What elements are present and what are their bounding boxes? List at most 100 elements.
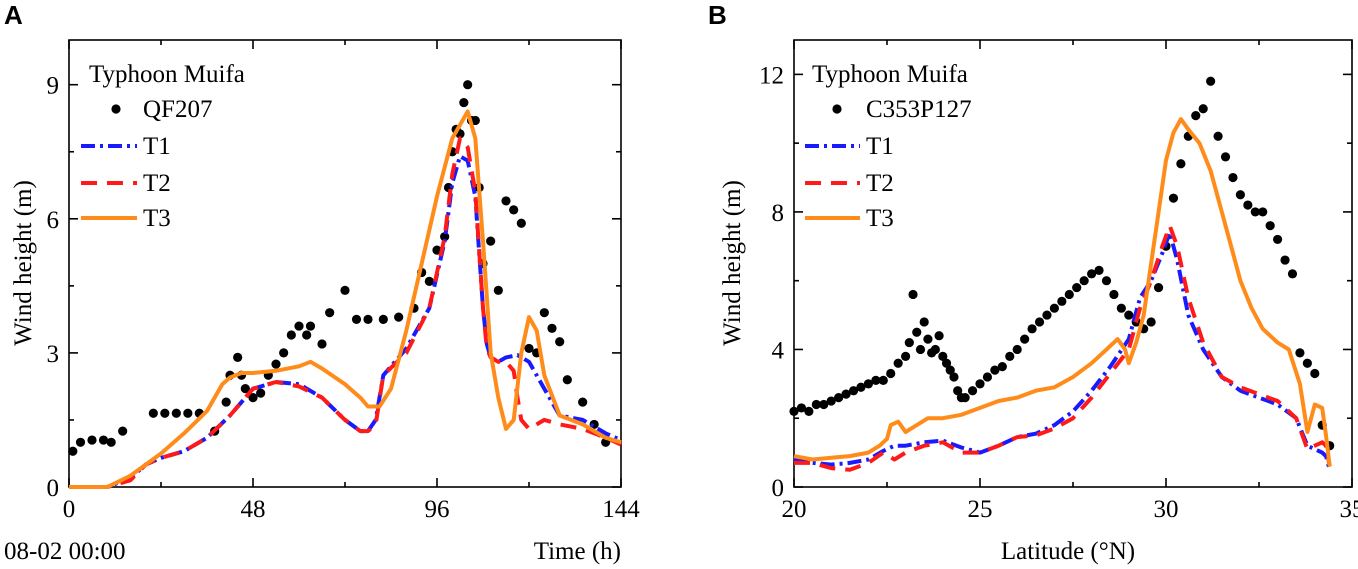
- observation-point: [302, 330, 312, 340]
- panel-a-x-origin-label: 08-02 00:00: [4, 538, 126, 565]
- y-tick-label: 3: [47, 341, 60, 368]
- x-tick-label: 96: [425, 496, 450, 523]
- observation-point: [1280, 255, 1290, 265]
- x-tick-label: 48: [241, 496, 266, 523]
- observation-point: [1295, 348, 1305, 358]
- observation-point: [1310, 368, 1320, 379]
- observation-point: [1027, 324, 1037, 334]
- observation-point: [915, 344, 926, 355]
- observation-point: [539, 308, 549, 318]
- observation-point: [863, 379, 874, 389]
- panel-a: A 0 48 96 144 0 3 6 9 Time (h) 08-02 00:00 Wind…: [4, 0, 640, 565]
- panel-a-legend-title: Typhoon Muifa: [89, 61, 245, 88]
- y-tick-label: 6: [47, 207, 60, 234]
- observation-point: [1265, 221, 1275, 231]
- observation-point: [562, 375, 572, 385]
- observation-point: [1057, 296, 1067, 306]
- observation-point: [459, 97, 469, 108]
- panel-a-y-axis-label: Wind height (m): [10, 180, 37, 346]
- y-tick-label: 4: [772, 337, 785, 364]
- observation-point: [841, 389, 851, 399]
- observation-point: [982, 372, 993, 382]
- panel-a-legend-obs-label: QF207: [143, 96, 212, 123]
- observation-point: [486, 236, 496, 246]
- panel-b: B 20 25 30 35 0 4 8 12 Latitude (°N) Wind heigh…: [708, 0, 1358, 565]
- observation-point: [578, 397, 588, 407]
- observation-point: [1153, 282, 1164, 293]
- observation-point: [233, 352, 243, 362]
- series-line-t2: [794, 223, 1332, 472]
- observation-point: [789, 406, 799, 416]
- panel-a-tick-labels: 0 48 96 144 0 3 6 9: [47, 73, 641, 523]
- observation-point: [1258, 207, 1268, 217]
- observation-point: [1206, 76, 1216, 86]
- observation-point: [819, 399, 829, 410]
- observation-point: [826, 396, 836, 406]
- panel-b-y-axis-label: Wind height (m): [719, 180, 746, 346]
- panel-a-ticks: [68, 40, 622, 488]
- observation-point: [1168, 193, 1179, 203]
- observation-point: [493, 285, 503, 295]
- panel-b-legend-title: Typhoon Muifa: [812, 61, 968, 88]
- observation-point: [340, 285, 350, 295]
- observation-point: [271, 359, 281, 369]
- observation-point: [960, 393, 970, 403]
- observation-point: [98, 435, 109, 445]
- observation-point: [325, 308, 335, 318]
- observation-point: [949, 372, 959, 382]
- panel-b-x-axis-label: Latitude (°N): [1001, 538, 1135, 565]
- panel-b-ticks: [793, 40, 1353, 488]
- observation-point: [1072, 282, 1082, 293]
- observation-point: [1116, 303, 1126, 313]
- observation-point: [1012, 344, 1022, 355]
- observation-point: [878, 375, 888, 386]
- observation-point: [148, 408, 158, 418]
- observation-point: [463, 80, 473, 90]
- observation-point: [1094, 265, 1104, 275]
- observation-point: [378, 314, 388, 324]
- x-tick-label: 144: [602, 496, 640, 523]
- panel-b-legend-t3-label: T3: [866, 205, 894, 232]
- observation-point: [1079, 276, 1089, 286]
- panel-b-legend-t1-label: T1: [866, 133, 894, 160]
- panel-b-legend-obs-label: C353P127: [866, 96, 972, 123]
- observation-point: [1302, 358, 1312, 368]
- observation-point: [919, 317, 929, 327]
- observation-point: [118, 426, 128, 436]
- y-tick-label: 9: [47, 73, 60, 100]
- observation-point: [1020, 334, 1030, 344]
- observation-point: [87, 435, 97, 445]
- observation-point: [811, 399, 821, 410]
- observation-point: [547, 323, 557, 333]
- observation-point: [934, 331, 944, 341]
- observation-point: [524, 343, 534, 354]
- observation-point: [75, 437, 86, 447]
- observation-point: [240, 384, 250, 394]
- observation-point: [1034, 317, 1045, 327]
- observation-point: [990, 365, 1000, 375]
- observation-point: [930, 344, 940, 355]
- observation-point: [424, 276, 434, 286]
- x-tick-label: 35: [1340, 496, 1358, 523]
- x-tick-label: 20: [782, 496, 807, 523]
- observation-point: [796, 403, 807, 413]
- observation-point: [305, 321, 316, 331]
- y-tick-label: 8: [772, 200, 785, 227]
- observation-point: [160, 408, 170, 418]
- observation-point: [256, 388, 266, 398]
- observation-point: [1287, 269, 1298, 279]
- series-line-t1: [793, 230, 1332, 471]
- observation-point: [886, 368, 896, 379]
- panel-a-legend-t2-label: T2: [143, 170, 171, 197]
- observation-point: [440, 232, 450, 242]
- series-line-t3: [793, 117, 1332, 467]
- observation-point: [1005, 351, 1015, 361]
- observation-point: [1146, 317, 1156, 327]
- observation-point: [555, 337, 565, 347]
- observation-point: [286, 330, 296, 340]
- observation-point: [945, 365, 955, 375]
- observation-point: [1191, 111, 1201, 121]
- panel-b-legend-obs-marker: [832, 104, 842, 114]
- panel-b-tick-labels: 20 25 30 35 0 4 8 12: [759, 62, 1358, 523]
